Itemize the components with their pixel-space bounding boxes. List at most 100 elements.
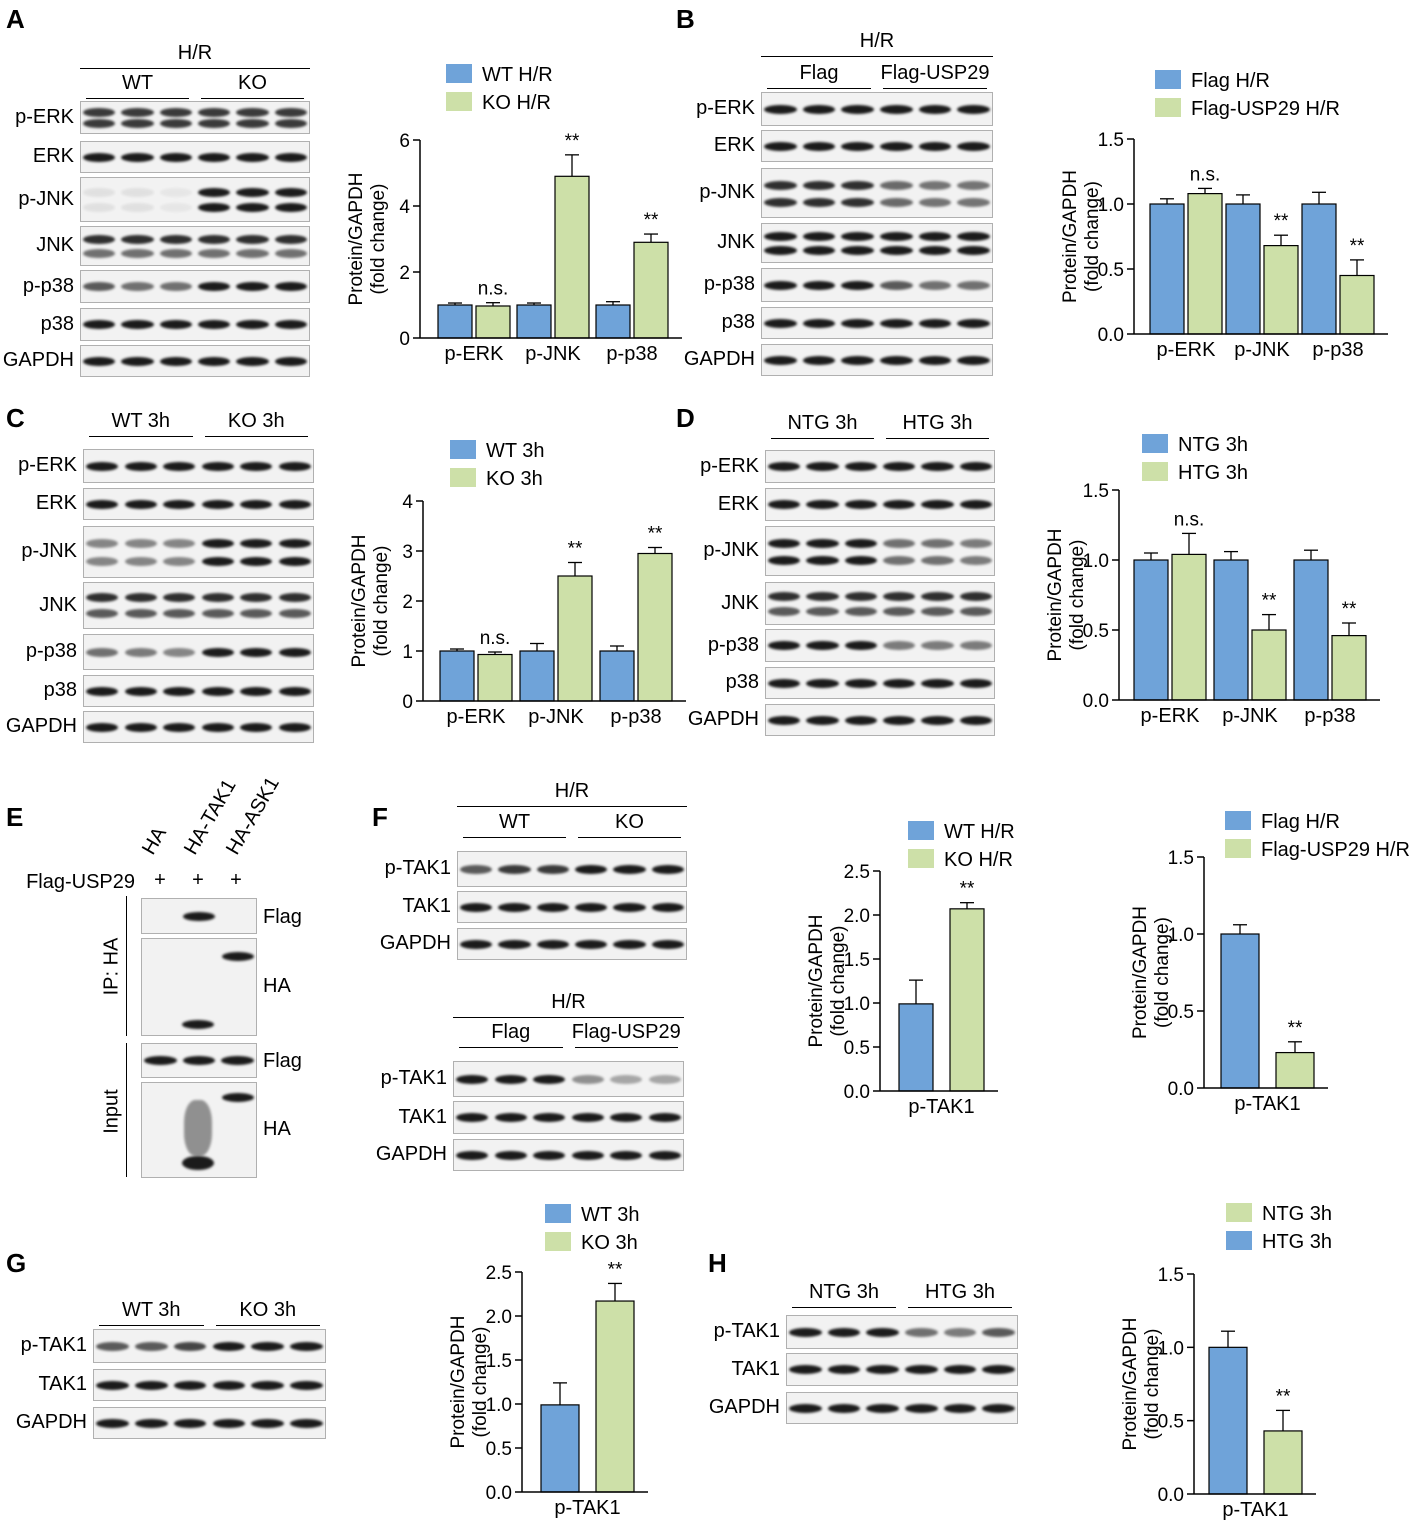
protein-band [883, 606, 916, 616]
legend-label: NTG 3h [1262, 1203, 1332, 1225]
legend-swatch [908, 821, 934, 840]
blot-right-label: Flag [263, 1050, 302, 1072]
bar [1293, 559, 1329, 701]
protein-band [86, 461, 119, 471]
group-line [453, 1017, 684, 1018]
protein-band [198, 107, 231, 117]
protein-band [844, 462, 877, 471]
protein-band [83, 282, 116, 291]
blot-protein-label: p-p38 [707, 633, 759, 656]
protein-band [96, 1418, 129, 1428]
protein-band [456, 1113, 489, 1122]
protein-band [182, 1020, 214, 1029]
y-tick-label: 1.5 [1168, 848, 1194, 869]
protein-band [240, 647, 273, 657]
blot-strip [80, 141, 310, 173]
condition-line [908, 1307, 1012, 1308]
x-category-label: p-p38 [1304, 705, 1355, 727]
legend-label: KO 3h [486, 468, 543, 490]
protein-band [841, 197, 874, 207]
bar [1133, 559, 1169, 701]
significance-label: n.s. [1190, 164, 1221, 185]
protein-band [844, 538, 877, 548]
protein-band [880, 355, 913, 365]
blot-protein-label: TAK1 [731, 1357, 780, 1380]
protein-band [764, 141, 797, 151]
protein-band [240, 722, 273, 732]
significance-label: ** [648, 524, 663, 545]
blot-protein-label: p38 [43, 679, 77, 701]
protein-band [921, 641, 954, 650]
blot-strip [761, 344, 993, 376]
protein-band [806, 555, 839, 565]
protein-band [610, 1074, 643, 1084]
protein-band [841, 232, 874, 242]
protein-band [768, 592, 801, 602]
protein-band [841, 141, 874, 151]
x-category-label: p-JNK [1234, 339, 1290, 361]
protein-band [957, 318, 990, 328]
protein-band [880, 180, 913, 190]
bar [1263, 245, 1299, 335]
blot-protein-label: GAPDH [375, 1143, 447, 1165]
protein-band [278, 539, 311, 549]
condition-line [883, 88, 987, 89]
bar [1251, 629, 1287, 701]
protein-band [806, 592, 839, 602]
condition-label: WT 3h [121, 1299, 181, 1321]
blot-strip [457, 891, 687, 923]
legend-label: HTG 3h [1178, 462, 1248, 484]
legend-swatch [1225, 839, 1251, 858]
protein-band [159, 282, 192, 291]
protein-band [880, 318, 913, 328]
protein-band [460, 939, 493, 949]
blot-protein-label: p38 [721, 311, 755, 333]
protein-band [124, 556, 157, 566]
protein-band [943, 1403, 977, 1413]
protein-band [124, 647, 157, 657]
protein-band [278, 499, 311, 509]
protein-band [159, 107, 192, 117]
flag-usp29-label: Flag-USP29 [26, 871, 135, 893]
protein-band [159, 152, 192, 162]
y-tick-label: 0.5 [486, 1439, 512, 1460]
x-category-label: p-TAK1 [908, 1096, 974, 1118]
blot-protein-label: TAK1 [38, 1373, 87, 1395]
protein-band [251, 1341, 285, 1351]
significance-label: ** [608, 1259, 623, 1280]
y-axis-label: Protein/GAPDH(fold change) [1120, 1317, 1163, 1450]
protein-band [827, 1365, 861, 1374]
y-tick-label: 0.0 [1098, 325, 1124, 346]
y-tick-label: 0.0 [1168, 1079, 1194, 1100]
protein-band [610, 1113, 643, 1122]
protein-band [159, 320, 192, 329]
protein-band [83, 356, 116, 366]
protein-band [866, 1327, 899, 1337]
protein-band [841, 180, 874, 190]
blot-strip [80, 308, 310, 341]
protein-band [768, 500, 801, 509]
blot-strip [765, 629, 995, 662]
protein-band [121, 356, 154, 366]
protein-band [918, 355, 952, 365]
group-label: H/R [177, 42, 213, 64]
protein-band [764, 104, 797, 114]
blot-right-label: HA [263, 975, 291, 997]
protein-band [173, 1341, 207, 1351]
protein-band [86, 686, 119, 696]
blot-strip [80, 101, 310, 134]
protein-band [124, 461, 157, 471]
protein-band [880, 232, 913, 242]
y-tick-label: 2.0 [844, 906, 870, 927]
protein-band [959, 641, 992, 650]
protein-band [163, 539, 196, 549]
protein-band [274, 320, 307, 329]
y-tick-label: 1.0 [1083, 551, 1109, 572]
protein-band [163, 556, 196, 566]
protein-band [236, 282, 269, 291]
protein-band [124, 539, 157, 549]
protein-band [802, 318, 836, 328]
protein-band [198, 187, 231, 197]
protein-band [121, 152, 154, 162]
x-category-label: p-p38 [610, 706, 661, 728]
